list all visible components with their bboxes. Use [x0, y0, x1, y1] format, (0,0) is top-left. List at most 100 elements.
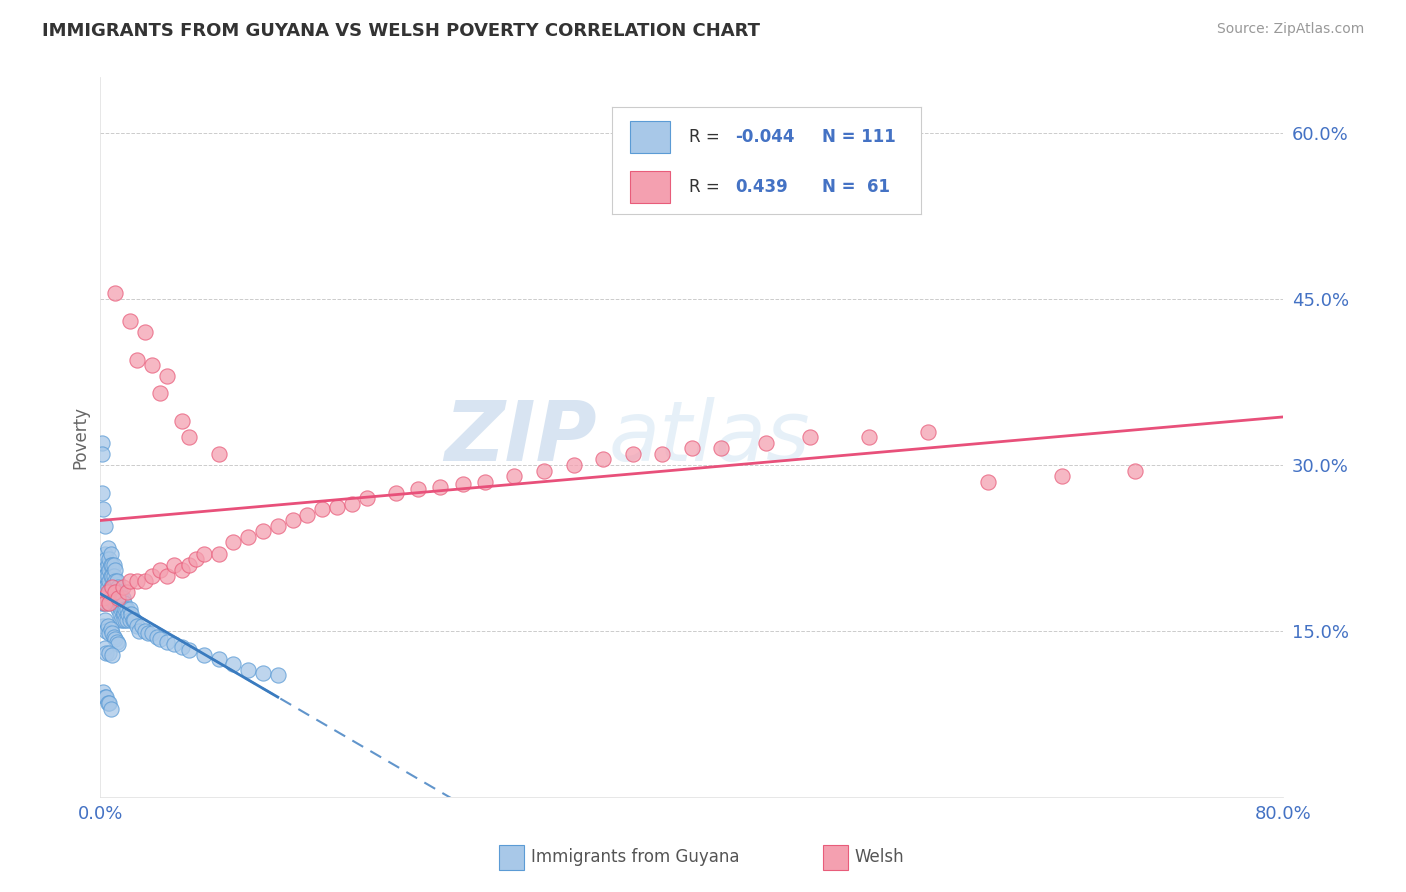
Point: [111, 591, 134, 605]
Point: [208, 447, 231, 461]
Point: [91, 618, 114, 632]
Point: [94, 585, 117, 599]
Point: [326, 500, 349, 514]
Point: [474, 475, 496, 489]
Point: [100, 622, 122, 636]
Point: [96, 690, 118, 705]
Point: [451, 476, 474, 491]
Point: [100, 580, 122, 594]
Point: [122, 613, 145, 627]
Point: [340, 497, 363, 511]
Point: [297, 508, 319, 522]
Point: [91, 596, 114, 610]
Point: [100, 568, 122, 582]
Point: [97, 618, 120, 632]
Point: [238, 530, 260, 544]
Point: [111, 580, 134, 594]
Point: [681, 442, 703, 456]
Point: [101, 626, 124, 640]
Point: [108, 607, 131, 622]
Point: [104, 632, 127, 646]
Point: [799, 430, 821, 444]
Point: [90, 447, 112, 461]
Point: [141, 359, 163, 373]
Point: [96, 624, 118, 638]
Point: [101, 568, 124, 582]
Point: [148, 386, 170, 401]
Text: atlas: atlas: [609, 397, 811, 478]
Point: [621, 447, 644, 461]
Point: [100, 701, 122, 715]
Point: [170, 640, 193, 654]
Point: [163, 637, 186, 651]
Point: [105, 635, 128, 649]
Text: R =: R =: [689, 128, 720, 146]
Point: [252, 524, 274, 539]
Point: [503, 469, 526, 483]
Point: [103, 580, 125, 594]
Point: [976, 475, 998, 489]
Point: [91, 685, 114, 699]
Point: [134, 325, 156, 339]
Point: [917, 425, 939, 439]
FancyBboxPatch shape: [630, 121, 671, 153]
Point: [177, 643, 200, 657]
Point: [114, 602, 136, 616]
Point: [193, 547, 215, 561]
Point: [104, 574, 127, 589]
Point: [98, 552, 121, 566]
Point: [408, 483, 430, 497]
Point: [163, 558, 186, 572]
Text: R =: R =: [689, 178, 720, 196]
Point: [128, 624, 150, 638]
Point: [90, 485, 112, 500]
Point: [208, 651, 231, 665]
Point: [108, 596, 131, 610]
Point: [90, 596, 112, 610]
Point: [110, 613, 132, 627]
Point: [238, 663, 260, 677]
Point: [115, 602, 138, 616]
Point: [96, 580, 118, 594]
Point: [104, 563, 127, 577]
Point: [105, 585, 128, 599]
Point: [98, 596, 121, 610]
Point: [91, 591, 114, 605]
Point: [311, 502, 333, 516]
Point: [97, 580, 120, 594]
Point: [112, 607, 135, 622]
Point: [124, 613, 146, 627]
Point: [97, 541, 120, 555]
Point: [592, 452, 614, 467]
Point: [115, 613, 138, 627]
Point: [94, 640, 117, 655]
Point: [104, 585, 127, 599]
Point: [156, 369, 179, 384]
Point: [94, 596, 117, 610]
Point: [100, 547, 122, 561]
Point: [112, 596, 135, 610]
Point: [252, 666, 274, 681]
Point: [222, 535, 245, 549]
Text: N = 111: N = 111: [823, 128, 896, 146]
Point: [111, 602, 134, 616]
Point: [710, 442, 733, 456]
Point: [101, 580, 124, 594]
Point: [103, 630, 125, 644]
Y-axis label: Poverty: Poverty: [72, 406, 89, 469]
Point: [127, 618, 149, 632]
Point: [107, 591, 129, 605]
Point: [98, 696, 121, 710]
Point: [177, 430, 200, 444]
Point: [98, 596, 121, 610]
Point: [1050, 469, 1073, 483]
FancyBboxPatch shape: [630, 171, 671, 203]
Point: [118, 613, 141, 627]
Point: [148, 632, 170, 646]
Point: [97, 568, 120, 582]
Point: [110, 591, 132, 605]
Point: [104, 585, 127, 599]
Point: [858, 430, 880, 444]
Point: [91, 502, 114, 516]
Point: [120, 607, 142, 622]
